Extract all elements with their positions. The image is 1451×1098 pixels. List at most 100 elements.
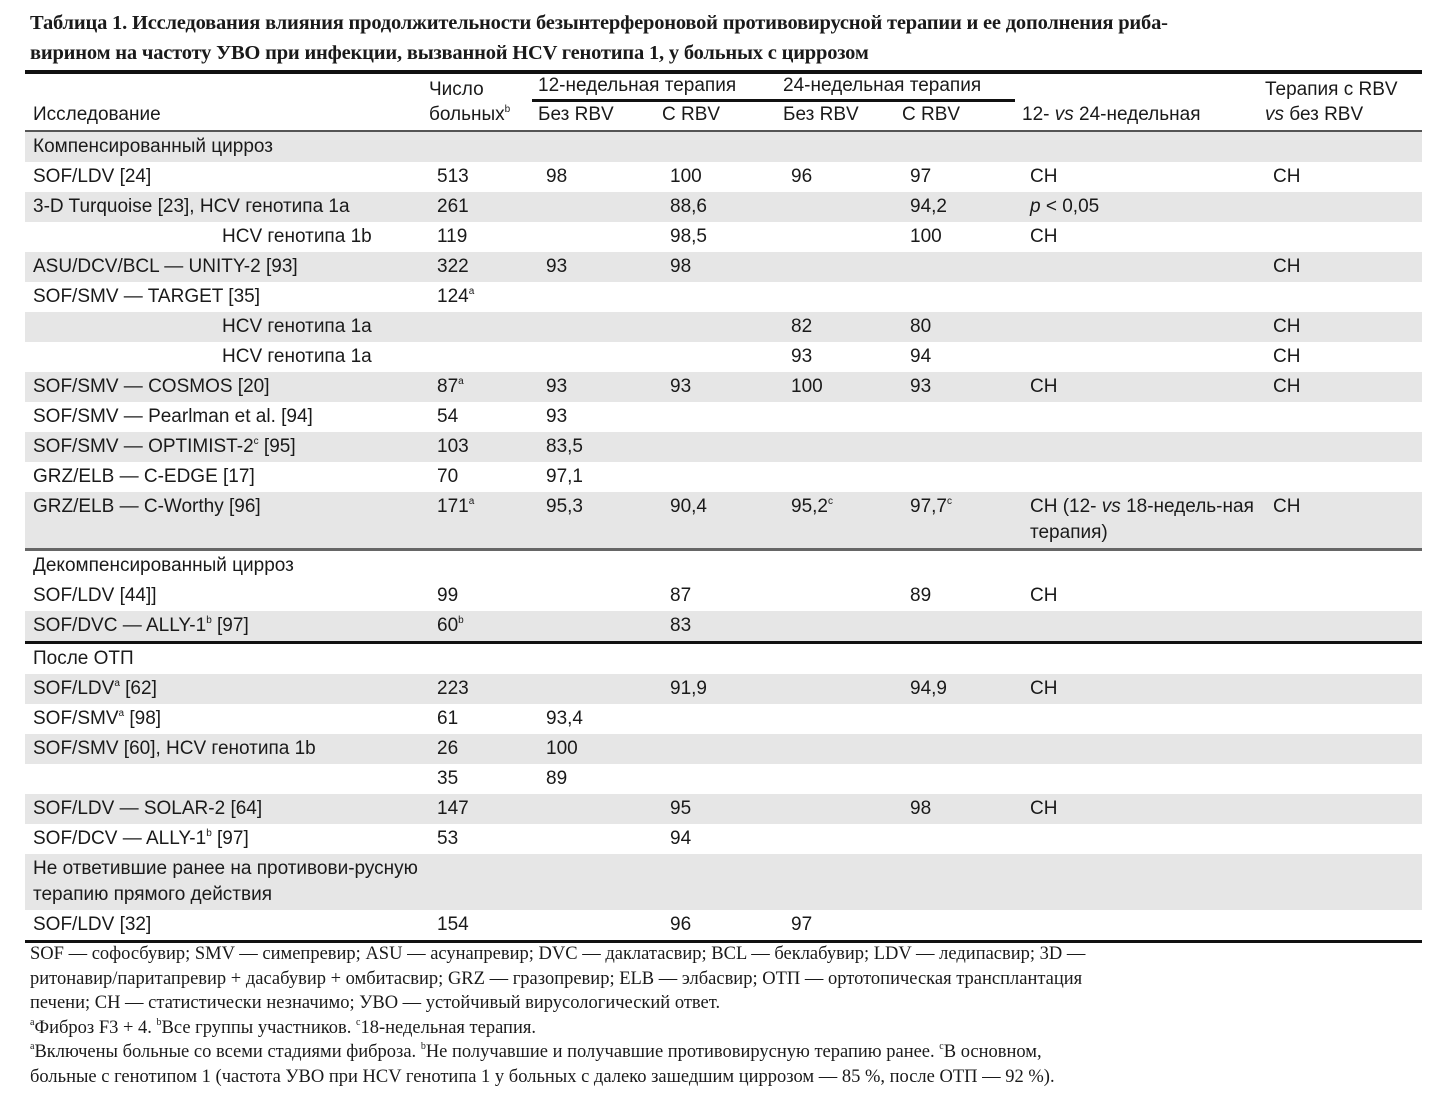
cell-cmp-rbv (1265, 402, 1422, 432)
cell-count: 60b (429, 611, 538, 643)
cell-text: 90,4 (670, 496, 707, 517)
cell-text: СН (1273, 256, 1301, 277)
footnote-marker: b (420, 1041, 426, 1052)
cell-rbv-12 (662, 342, 783, 372)
cell-text: 82 (791, 316, 813, 337)
cell-text: 3-D Turquoise [23], HCV генотипа 1a (33, 196, 350, 217)
cell-rbv-24: 93 (902, 372, 1022, 402)
cell-no-rbv-24 (783, 764, 902, 794)
header-study: Исследование (33, 104, 161, 125)
cell-text: 93 (791, 346, 813, 367)
cell-study: SOF/LDV — SOLAR-2 [64] (25, 794, 429, 824)
cell-text: SOF/DCV — ALLY-1 (33, 828, 207, 849)
cell-cmp-12-24 (1022, 734, 1265, 764)
cell-rbv-12: 87 (662, 581, 783, 611)
cell-text: HCV генотипа 1a (222, 346, 372, 367)
table-row: 3-D Turquoise [23], HCV генотипа 1a 261 88… (25, 192, 1423, 222)
cell-text: SOF/LDV [44]] (33, 585, 157, 606)
cell-rbv-24 (902, 764, 1022, 794)
cell-text: 83 (670, 615, 692, 636)
footnote-marker: a (468, 496, 475, 507)
cell-text: СН (1030, 226, 1058, 247)
footnote-marker: b (206, 615, 212, 626)
header-rbv-line1: Терапия с RBV (1265, 79, 1398, 100)
cell-rbv-12: 93 (662, 372, 783, 402)
results-table: Исследование Число больныхb 12-недельная… (25, 70, 1423, 943)
cell-cmp-12-24: СН (1022, 372, 1265, 402)
cell-study: SOF/DVC — ALLY-1b [97] (25, 611, 429, 643)
cell-count: 35 (429, 764, 538, 794)
t: 24-недельная (1073, 104, 1201, 125)
cell-text: 89 (546, 768, 568, 789)
cell-no-rbv-24 (783, 611, 902, 643)
cell-no-rbv-12 (538, 222, 662, 252)
footnote-marker: b (156, 1016, 162, 1028)
abbreviations-line-1: SOF — софосбувир; SMV — симепревир; ASU … (30, 944, 1086, 964)
cell-cmp-12-24 (1022, 704, 1265, 734)
cell-no-rbv-24 (783, 734, 902, 764)
cell-text: 513 (437, 166, 469, 187)
cell-rbv-12 (662, 282, 783, 312)
cell-text: GRZ/ELB — C-Worthy [96] (33, 496, 261, 517)
cell-rbv-24: 94,9 (902, 674, 1022, 704)
table-row: GRZ/ELB — C-EDGE [17] 70 97,1 (25, 462, 1422, 492)
cell-text: СН (1273, 316, 1301, 337)
section-title: Компенсированный цирроз (25, 132, 1423, 162)
header-count-line1: Число (429, 79, 484, 100)
cell-rbv-24 (902, 734, 1022, 764)
cell-text: 93 (670, 376, 692, 397)
cell-text: После ОТП (33, 648, 134, 669)
cell-text: 53 (437, 828, 459, 849)
cell-text: СН (1273, 166, 1301, 187)
cell-rbv-24: 94,2 (902, 192, 1022, 222)
cell-no-rbv-12: 93 (538, 402, 662, 432)
cell-text: СН (1273, 376, 1301, 397)
cell-no-rbv-24: 82 (783, 312, 902, 342)
cell-no-rbv-24: 100 (783, 372, 902, 402)
cell-rbv-24 (902, 462, 1022, 492)
cell-text: 100 (546, 738, 578, 759)
table-row: SOF/SMV — OPTIMIST-2c [95] 103 83,5 (25, 432, 1423, 462)
cell-text: ASU/DCV/BCL — UNITY-2 [93] (33, 256, 298, 277)
cell-text: SOF/LDV [32] (33, 914, 152, 935)
cell-text: < 0,05 (1040, 196, 1100, 217)
cell-rbv-24 (902, 402, 1022, 432)
cell-no-rbv-12 (538, 910, 662, 940)
cell-text: 93 (910, 376, 932, 397)
table-row: SOF/LDV [32] 154 96 97 (25, 910, 1422, 940)
cell-study: SOF/SMV — OPTIMIST-2c [95] (25, 432, 429, 462)
cell-rbv-12: 88,6 (662, 192, 783, 222)
cell-study: ASU/DCV/BCL — UNITY-2 [93] (25, 252, 429, 282)
cell-no-rbv-24 (783, 704, 902, 734)
cell-no-rbv-12 (538, 282, 662, 312)
cell-text: 99 (437, 585, 459, 606)
cell-cmp-12-24: СН (1022, 162, 1265, 192)
cell-count: 103 (429, 432, 538, 462)
cell-text: 103 (437, 436, 469, 457)
cell-rbv-24 (902, 252, 1022, 282)
t: без RBV (1284, 104, 1364, 125)
cell-text: 98,5 (670, 226, 707, 247)
abbreviations-line-3: печени; СН — статистически незначимо; УВ… (30, 993, 721, 1013)
cell-study: SOF/SMVa [98] (25, 704, 429, 734)
cell-cmp-rbv (1265, 734, 1423, 764)
cell-cmp-rbv (1265, 581, 1422, 611)
cell-text: 223 (437, 678, 469, 699)
cell-rbv-12: 91,9 (662, 674, 783, 704)
table-row: HCV генотипа 1b 119 98,5 100 СН (25, 222, 1422, 252)
cell-text: 95,3 (546, 496, 583, 517)
cell-rbv-12: 94 (662, 824, 783, 854)
cell-cmp-rbv (1265, 222, 1422, 252)
cell-no-rbv-24 (783, 252, 902, 282)
cell-text: 96 (791, 166, 813, 187)
footnote-line-1: aФиброз F3 + 4. bВсе группы участников. … (30, 1016, 1430, 1041)
section-title-text: Не ответившие ранее на противови-русную … (33, 856, 423, 908)
cell-cmp-12-24 (1022, 611, 1265, 643)
table-row: GRZ/ELB — C-Worthy [96] 171a 95,3 90,4 95,2c… (25, 492, 1423, 550)
t: vs (1054, 104, 1074, 125)
cell-rbv-12: 95 (662, 794, 783, 824)
cell-count: 99 (429, 581, 538, 611)
cell-cmp-12-24 (1022, 402, 1265, 432)
table-row: SOF/LDV — SOLAR-2 [64] 147 95 98 СН (25, 794, 1423, 824)
cell-rbv-12 (662, 312, 783, 342)
